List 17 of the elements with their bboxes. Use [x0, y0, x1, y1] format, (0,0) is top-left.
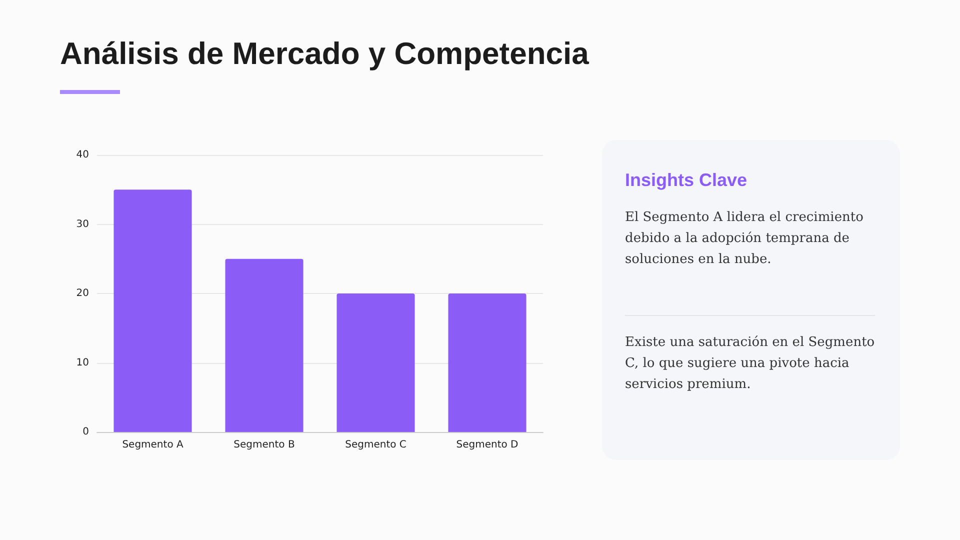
- bar: [114, 190, 192, 432]
- text: Insights Clave: [625, 170, 748, 191]
- x-tick-label: Segmento A: [122, 440, 184, 450]
- bar: [225, 258, 304, 432]
- bar: [336, 294, 415, 432]
- y-tick-label: 0: [82, 426, 89, 438]
- y-tick-label: 10: [76, 357, 89, 368]
- x-tick-label: Segmento D: [456, 440, 519, 450]
- y-tick-label: 40: [76, 150, 89, 160]
- chart-title: Análisis de Mercado y Competencia: [60, 36, 589, 72]
- y-tick-label: 20: [76, 288, 89, 299]
- x-tick-label: Segmento C: [345, 440, 406, 450]
- y-tick-label: 30: [76, 218, 89, 230]
- text: Existe una saturación en el Segmento C, lo que sugiere una pivote hacia servicios premium.: [625, 334, 876, 394]
- x-tick-label: Segmento B: [234, 440, 295, 450]
- bar: [448, 294, 526, 432]
- text: El Segmento A lidera el crecimiento debido a la adopción temprana de soluciones en la nube.: [625, 209, 864, 269]
